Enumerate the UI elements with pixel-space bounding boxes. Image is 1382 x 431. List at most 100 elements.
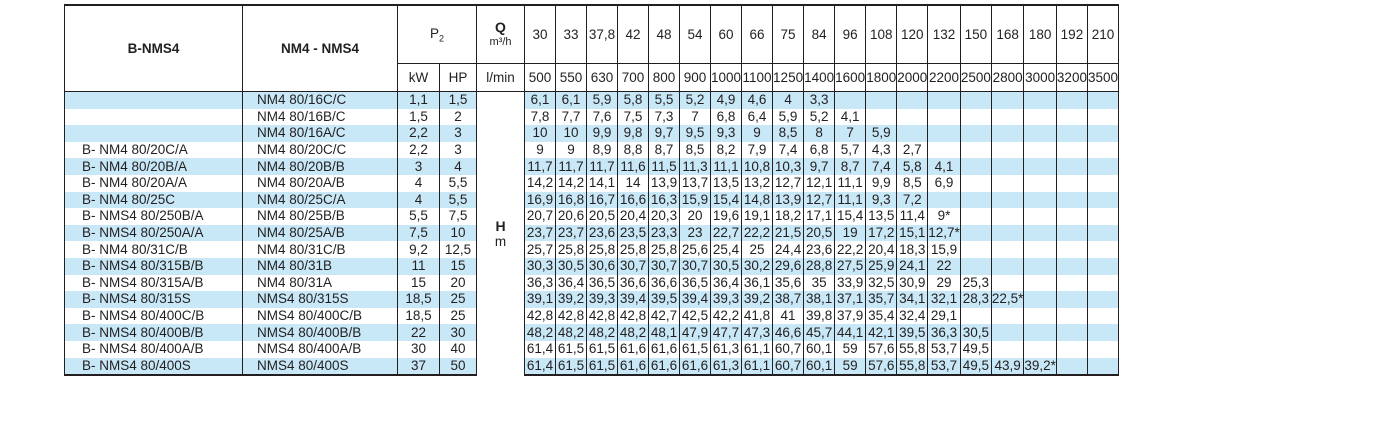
head-value: 18,3 <box>896 241 929 258</box>
head-value: 5,7 <box>834 141 867 159</box>
power-hp: 15 <box>439 257 477 275</box>
head-value: 4,1 <box>834 108 867 126</box>
head-value: 28,8 <box>803 257 836 275</box>
table-row: B- NM4 80/31C/B NM4 80/31C/B 9,2 12,5 25,7 25… <box>64 241 1120 258</box>
nm4-nms4-model: NM4 80/20A/B <box>242 174 398 192</box>
table-row: B- NMS4 80/315B/B NM4 80/31B 11 15 30,3 30,5 3… <box>64 257 1120 275</box>
b-nms4-model: B- NMS4 80/315B/B <box>64 257 243 275</box>
flow-lmin-header: 1250 <box>772 63 805 92</box>
b-nms4-model: B- NM4 80/31C/B <box>64 241 243 258</box>
head-value: 35,6 <box>772 274 805 292</box>
head-value: 22 <box>927 257 961 275</box>
head-value: 10,3 <box>772 158 805 175</box>
head-value: 7,6 <box>586 108 618 126</box>
head-value: 12,7 <box>803 191 836 209</box>
nm4-nms4-model: NM4 80/16A/C <box>242 125 398 142</box>
head-value <box>1023 324 1057 341</box>
head-value: 21,5 <box>772 224 805 242</box>
head-value: 30,3 <box>524 257 556 275</box>
b-nms4-model <box>64 108 243 126</box>
power-kw: 1,5 <box>397 108 440 126</box>
head-value: 4 <box>772 91 805 109</box>
b-nms4-model <box>64 91 243 109</box>
flow-lmin-header: 550 <box>555 63 587 92</box>
flow-m3h-header: 37,8 <box>586 4 618 64</box>
head-value <box>1055 141 1088 159</box>
head-value <box>1086 241 1120 258</box>
head-value: 9,7 <box>648 125 680 142</box>
b-nms4-model: B- NMS4 80/400C/B <box>64 307 243 325</box>
power-kw: 5,5 <box>397 208 440 225</box>
head-value: 36,5 <box>679 274 711 292</box>
table-row: B- NMS4 80/400S NMS4 80/400S 37 50 61,4 61,5 6… <box>64 357 1120 377</box>
head-value: 48,2 <box>586 324 618 341</box>
head-value: 43,9 <box>990 357 1025 377</box>
head-value: 34,1 <box>896 291 929 308</box>
flow-lmin-header: 800 <box>648 63 680 92</box>
head-value: 5,5 <box>648 91 680 109</box>
head-value: 25,8 <box>555 241 587 258</box>
head-value: 6,8 <box>709 108 743 126</box>
head-value <box>1055 125 1088 142</box>
head-label: H <box>495 217 506 234</box>
col-header-lmin: l/min <box>476 63 525 92</box>
power-hp: 5,5 <box>439 191 477 209</box>
head-value <box>1023 257 1057 275</box>
head-value <box>1086 108 1120 126</box>
head-value: 8,9 <box>586 141 618 159</box>
flow-m3h-header: 42 <box>617 4 649 64</box>
head-value: 10,8 <box>741 158 774 175</box>
table-row: B- NMS4 80/250B/A NM4 80/25B/B 5,5 7,5 20,7 2… <box>64 208 1120 225</box>
head-value: 7,9 <box>741 141 774 159</box>
head-value: 22,2 <box>741 224 774 242</box>
head-value: 16,8 <box>555 191 587 209</box>
power-kw: 3 <box>397 158 440 175</box>
nm4-nms4-model: NM4 80/20B/B <box>242 158 398 175</box>
head-value <box>959 307 992 325</box>
head-value: 7,2 <box>896 191 929 209</box>
head-value: 6,4 <box>741 108 774 126</box>
head-value <box>1086 291 1120 308</box>
head-value: 7,8 <box>524 108 556 126</box>
table-row: NM4 80/16A/C 2,2 3 10 10 9,9 9,8 9,7 9,5 9,3 9 8,5 8… <box>64 125 1120 142</box>
head-value: 35,7 <box>865 291 898 308</box>
head-value <box>959 257 992 275</box>
head-value: 23,7 <box>555 224 587 242</box>
head-value <box>1055 274 1088 292</box>
nm4-nms4-model: NMS4 80/400A/B <box>242 340 398 358</box>
head-value <box>959 208 992 225</box>
head-value <box>1023 158 1057 175</box>
head-value: 39,2 <box>555 291 587 308</box>
power-hp: 2 <box>439 108 477 126</box>
head-value: 28,3 <box>959 291 992 308</box>
head-value: 41 <box>772 307 805 325</box>
head-value: 22,5* <box>990 291 1025 308</box>
col-header-hp: HP <box>439 63 477 92</box>
head-value: 9* <box>927 208 961 225</box>
head-value: 36,5 <box>586 274 618 292</box>
power-hp: 50 <box>439 357 477 377</box>
head-value: 15,9 <box>927 241 961 258</box>
head-value: 61,6 <box>617 357 649 377</box>
head-value: 47,7 <box>709 324 743 341</box>
head-value: 14,2 <box>524 174 556 192</box>
flow-lmin-header: 3000 <box>1023 63 1057 92</box>
flow-lmin-header: 1600 <box>834 63 867 92</box>
flow-m3h-header: 66 <box>741 4 774 64</box>
head-value <box>1086 257 1120 275</box>
head-value: 13,5 <box>865 208 898 225</box>
head-value: 30,6 <box>586 257 618 275</box>
power-hp: 7,5 <box>439 208 477 225</box>
head-value <box>865 108 898 126</box>
head-value: 30,7 <box>617 257 649 275</box>
head-value: 61,4 <box>524 357 556 377</box>
flow-m3h-header: 54 <box>679 4 711 64</box>
head-value: 3,3 <box>803 91 836 109</box>
head-value: 9,5 <box>679 125 711 142</box>
head-value: 37,1 <box>834 291 867 308</box>
head-value: 14,1 <box>586 174 618 192</box>
head-value <box>896 125 929 142</box>
head-value: 12,7* <box>927 224 961 242</box>
flow-m3h-header: 96 <box>834 4 867 64</box>
